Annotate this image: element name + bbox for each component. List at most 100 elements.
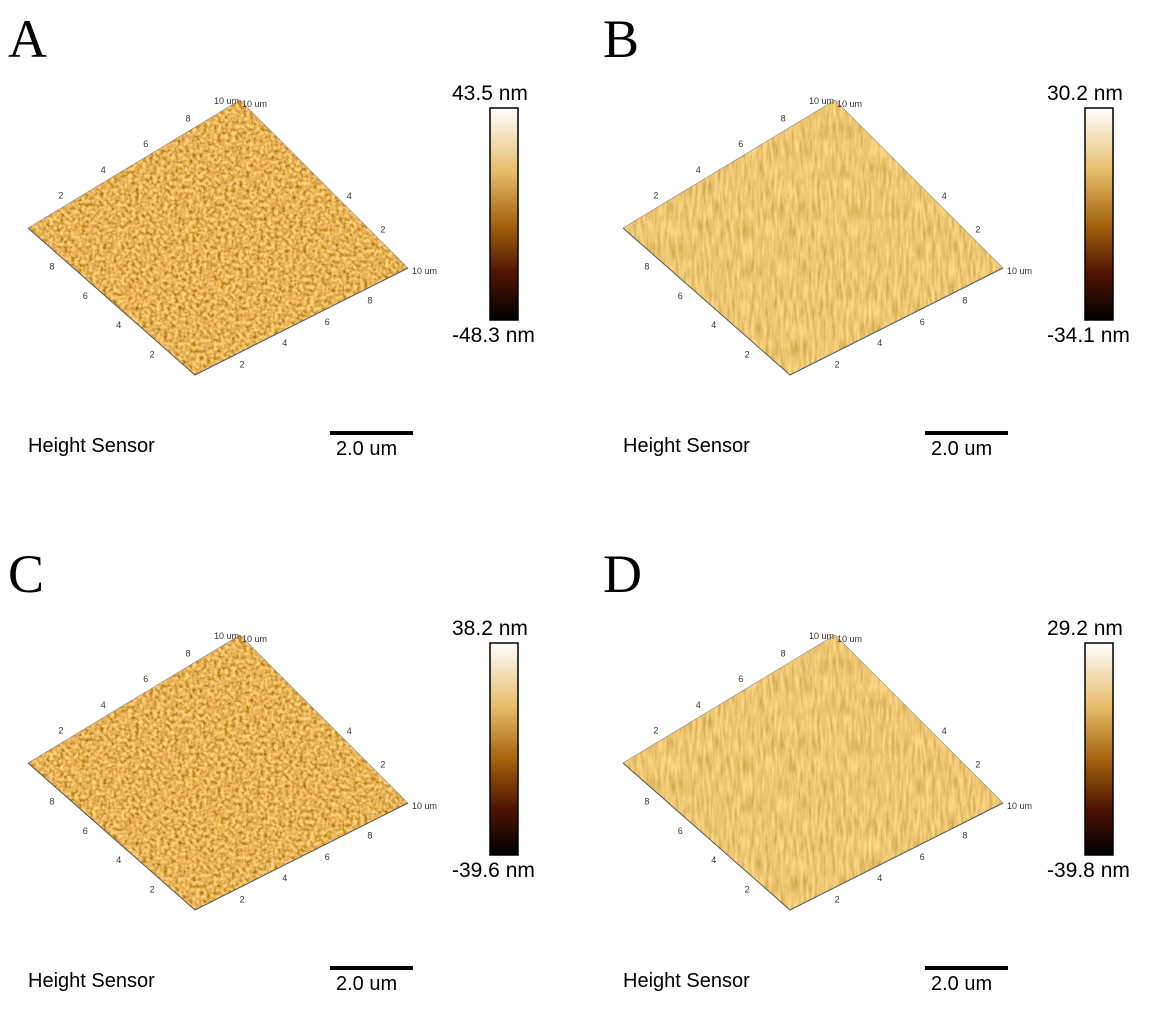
axis-tick-label: 4 (877, 873, 882, 883)
caption: Height Sensor (28, 435, 155, 457)
axis-tick-label: 2 (835, 360, 840, 370)
axis-tick-label: 6 (678, 826, 683, 836)
colorbar-max: 38.2 nm (452, 617, 528, 640)
axis-tick-label: 10 um (837, 634, 862, 644)
surface (28, 635, 408, 910)
surface-edge (622, 762, 1004, 911)
axis-tick-label: 2 (58, 725, 63, 735)
colorbar (489, 642, 519, 856)
axis-tick-label: 8 (781, 649, 786, 659)
caption: Height Sensor (28, 970, 155, 992)
colorbar-min: -39.6 nm (452, 859, 535, 882)
axis-tick-label: 4 (942, 191, 947, 201)
scale-bar-label: 2.0 um (336, 438, 397, 460)
surface-edge (27, 227, 409, 376)
surface-back-edge (27, 99, 409, 269)
axis-tick-label: 4 (101, 700, 106, 710)
axis-tick-label: 4 (696, 700, 701, 710)
axis-tick-label: 8 (49, 796, 54, 806)
axis-tick-label: 8 (186, 114, 191, 124)
panel-letter: B (603, 9, 639, 69)
axis-tick-label: 4 (282, 873, 287, 883)
axis-tick-label: 4 (711, 855, 716, 865)
panel-letter: A (8, 9, 47, 69)
surface-edge (27, 762, 409, 911)
axis-tick-label: 8 (49, 261, 54, 271)
colorbar-min: -34.1 nm (1047, 324, 1130, 347)
axis-tick-label: 8 (367, 830, 372, 840)
axis-tick-label: 4 (347, 726, 352, 736)
axis-tick-label: 6 (143, 139, 148, 149)
surface-back-edge (622, 634, 1004, 804)
surface (28, 100, 408, 375)
axis-tick-label: 8 (962, 830, 967, 840)
caption: Height Sensor (623, 970, 750, 992)
axis-tick-label: 2 (835, 895, 840, 905)
axis-tick-label: 10 um (412, 801, 437, 811)
colorbar-max: 43.5 nm (452, 82, 528, 105)
axis-tick-label: 2 (745, 885, 750, 895)
axis-tick-label: 10 um (809, 96, 834, 106)
axis-tick-label: 6 (143, 674, 148, 684)
axis-tick-label: 2 (240, 360, 245, 370)
axis-tick-label: 6 (678, 291, 683, 301)
scale-bar-label: 2.0 um (931, 438, 992, 460)
axis-tick-label: 8 (962, 295, 967, 305)
axis-tick-label: 10 um (242, 634, 267, 644)
axis-tick-label: 2 (975, 759, 980, 769)
colorbar (1084, 642, 1114, 856)
colorbar-max: 29.2 nm (1047, 617, 1123, 640)
axis-tick-label: 2 (653, 725, 658, 735)
axis-tick-label: 6 (920, 317, 925, 327)
axis-tick-label: 2 (380, 759, 385, 769)
axis-tick-label: 4 (711, 320, 716, 330)
axis-tick-label: 10 um (214, 631, 239, 641)
axis-tick-label: 6 (738, 139, 743, 149)
axis-tick-label: 4 (347, 191, 352, 201)
axis-tick-label: 4 (116, 855, 121, 865)
surface-back-edge (622, 99, 1004, 269)
axis-tick-label: 4 (282, 338, 287, 348)
axis-tick-label: 8 (644, 796, 649, 806)
axis-tick-label: 10 um (242, 99, 267, 109)
axis-tick-label: 10 um (412, 266, 437, 276)
panel-letter: C (8, 544, 44, 604)
axis-tick-label: 2 (653, 190, 658, 200)
axis-tick-label: 10 um (809, 631, 834, 641)
axis-tick-label: 6 (325, 852, 330, 862)
axis-tick-label: 8 (644, 261, 649, 271)
colorbar (489, 107, 519, 321)
surface (623, 100, 1003, 375)
axis-tick-label: 4 (877, 338, 882, 348)
axis-tick-label: 10 um (1007, 266, 1032, 276)
axis-tick-label: 10 um (1007, 801, 1032, 811)
axis-tick-label: 6 (83, 291, 88, 301)
surface-edge (622, 227, 1004, 376)
caption: Height Sensor (623, 435, 750, 457)
axis-tick-label: 6 (83, 826, 88, 836)
surface (623, 635, 1003, 910)
surface-back-edge (27, 634, 409, 804)
colorbar-min: -48.3 nm (452, 324, 535, 347)
axis-tick-label: 4 (696, 165, 701, 175)
axis-tick-label: 10 um (837, 99, 862, 109)
axis-tick-label: 8 (367, 295, 372, 305)
axis-tick-label: 6 (325, 317, 330, 327)
axis-tick-label: 2 (975, 224, 980, 234)
colorbar (1084, 107, 1114, 321)
axis-tick-label: 2 (150, 350, 155, 360)
axis-tick-label: 2 (58, 190, 63, 200)
axis-tick-label: 2 (240, 895, 245, 905)
panel-letter: D (603, 544, 642, 604)
axis-tick-label: 4 (942, 726, 947, 736)
axis-tick-label: 6 (920, 852, 925, 862)
axis-tick-label: 2 (745, 350, 750, 360)
axis-tick-label: 8 (186, 649, 191, 659)
axis-tick-label: 6 (738, 674, 743, 684)
scale-bar-label: 2.0 um (931, 973, 992, 995)
